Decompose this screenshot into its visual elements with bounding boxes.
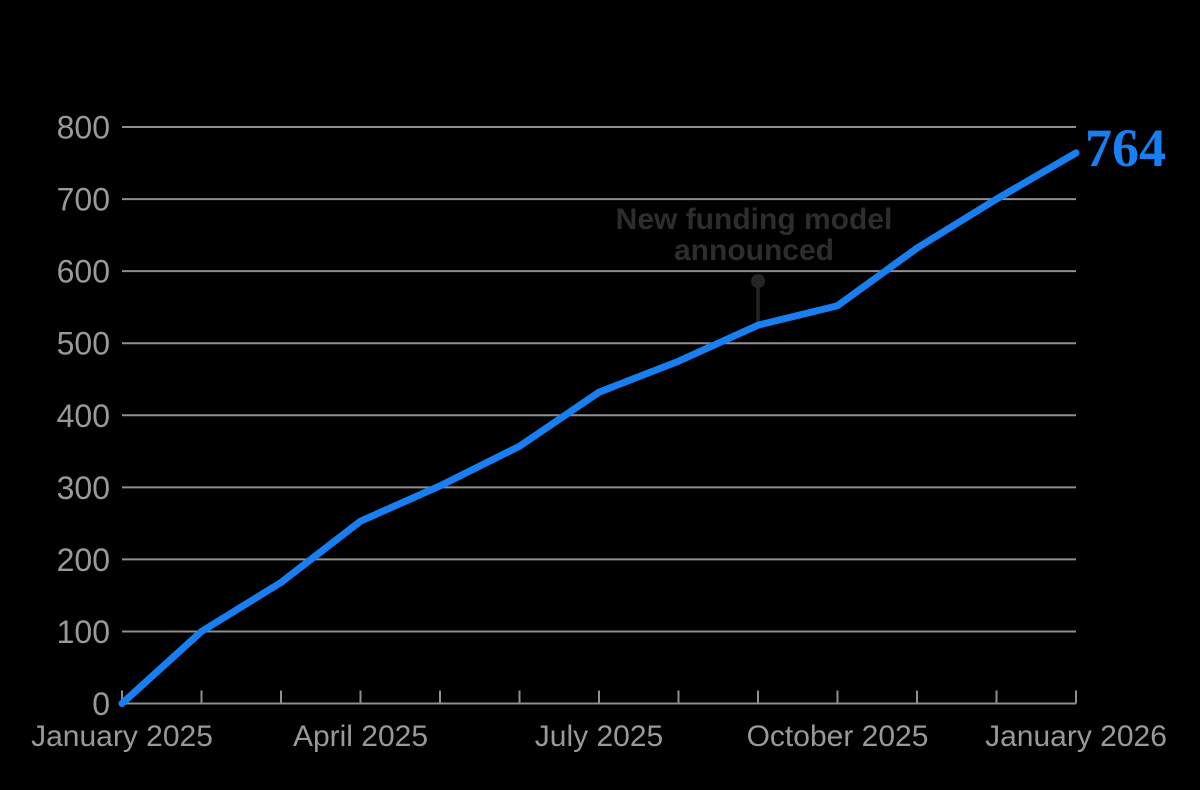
x-axis-tick-label: January 2026 [985, 720, 1167, 753]
y-axis-tick-label: 700 [57, 182, 110, 218]
y-axis-tick-label: 300 [57, 470, 110, 506]
y-axis-tick-label: 800 [57, 110, 110, 146]
x-axis-tick-label: July 2025 [535, 720, 663, 753]
y-axis-tick-label: 500 [57, 326, 110, 362]
annotation-text: New funding model [616, 203, 893, 236]
data-line [118, 149, 1080, 707]
y-axis-tick-label: 600 [57, 254, 110, 290]
y-axis-tick-label: 0 [92, 686, 110, 722]
x-axis-tick-label: October 2025 [747, 720, 929, 753]
x-axis-tick-label: January 2025 [31, 720, 213, 753]
y-axis-tick-label: 400 [57, 398, 110, 434]
annotation-text: announced [674, 234, 834, 267]
x-axis-tick-label: April 2025 [293, 720, 428, 753]
y-axis-tick-label: 100 [57, 614, 110, 650]
end-value-label: 764 [1085, 118, 1166, 178]
annotation-dot [751, 274, 765, 288]
y-axis-tick-label: 200 [57, 542, 110, 578]
